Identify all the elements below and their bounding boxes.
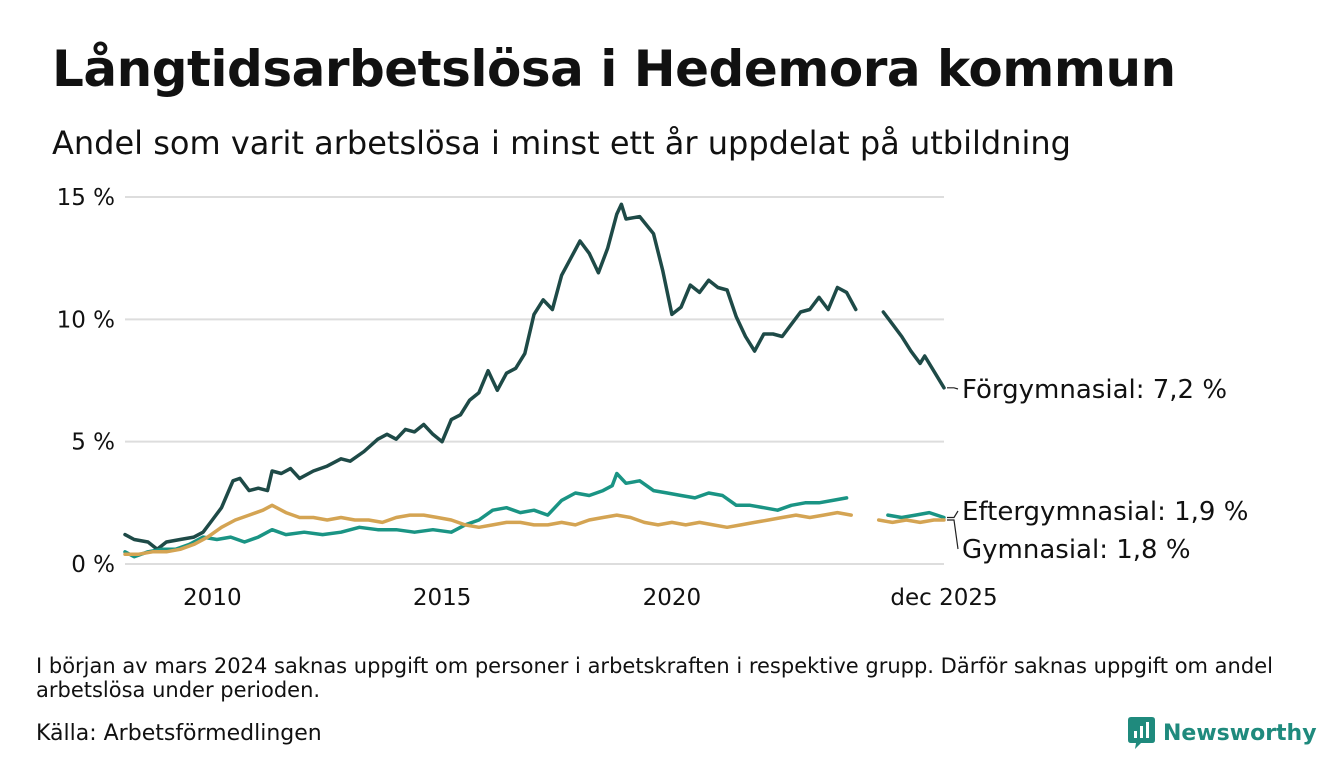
series-line-gymnasial-0 [123, 503, 853, 556]
series-line-förgymnasial-1 [881, 310, 946, 390]
x-tick-label: 2020 [643, 585, 702, 611]
series-förgymnasial [123, 202, 946, 552]
leader-line-förgymnasial [947, 387, 959, 390]
series-line-eftergymnasial-0 [123, 471, 849, 559]
series-line-förgymnasial-0 [123, 202, 858, 552]
x-tick-label: 2015 [413, 585, 472, 611]
source-note: Källa: Arbetsförmedlingen [36, 721, 322, 746]
label-layer: 0 % 5 % 10 % 15 % 2010 2015 2020 dec 2025 Förgym… [57, 185, 1249, 611]
y-tick-label: 15 % [57, 185, 115, 211]
newsworthy-logo-icon [1128, 717, 1155, 749]
y-tick-label: 0 % [71, 552, 115, 578]
series-layer [123, 202, 946, 559]
leader-line-gymnasial [947, 519, 959, 550]
footnote: I början av mars 2024 saknas uppgift om … [36, 654, 1273, 702]
leader-line-eftergymnasial [947, 510, 959, 519]
x-tick-label: 2010 [183, 585, 242, 611]
line-chart: 0 % 5 % 10 % 15 % 2010 2015 2020 dec 2025 Förgym… [57, 185, 1249, 611]
series-eftergymnasial [123, 471, 946, 559]
series-label-gymnasial: Gymnasial: 1,8 % [962, 535, 1191, 565]
chart-subtitle: Andel som varit arbetslösa i minst ett å… [52, 124, 1071, 162]
series-line-eftergymnasial-1 [886, 510, 946, 520]
series-label-förgymnasial: Förgymnasial: 7,2 % [962, 375, 1227, 405]
brand-logo[interactable]: Newsworthy [1128, 716, 1317, 750]
chart-title: Långtidsarbetslösa i Hedemora kommun [52, 40, 1176, 98]
series-gymnasial [123, 503, 946, 556]
x-tick-label: dec 2025 [890, 585, 997, 611]
series-label-eftergymnasial: Eftergymnasial: 1,9 % [962, 497, 1248, 527]
y-tick-label: 10 % [57, 307, 115, 333]
brand-name: Newsworthy [1163, 720, 1317, 746]
y-tick-label: 5 % [71, 430, 115, 456]
series-line-gymnasial-1 [876, 518, 946, 525]
